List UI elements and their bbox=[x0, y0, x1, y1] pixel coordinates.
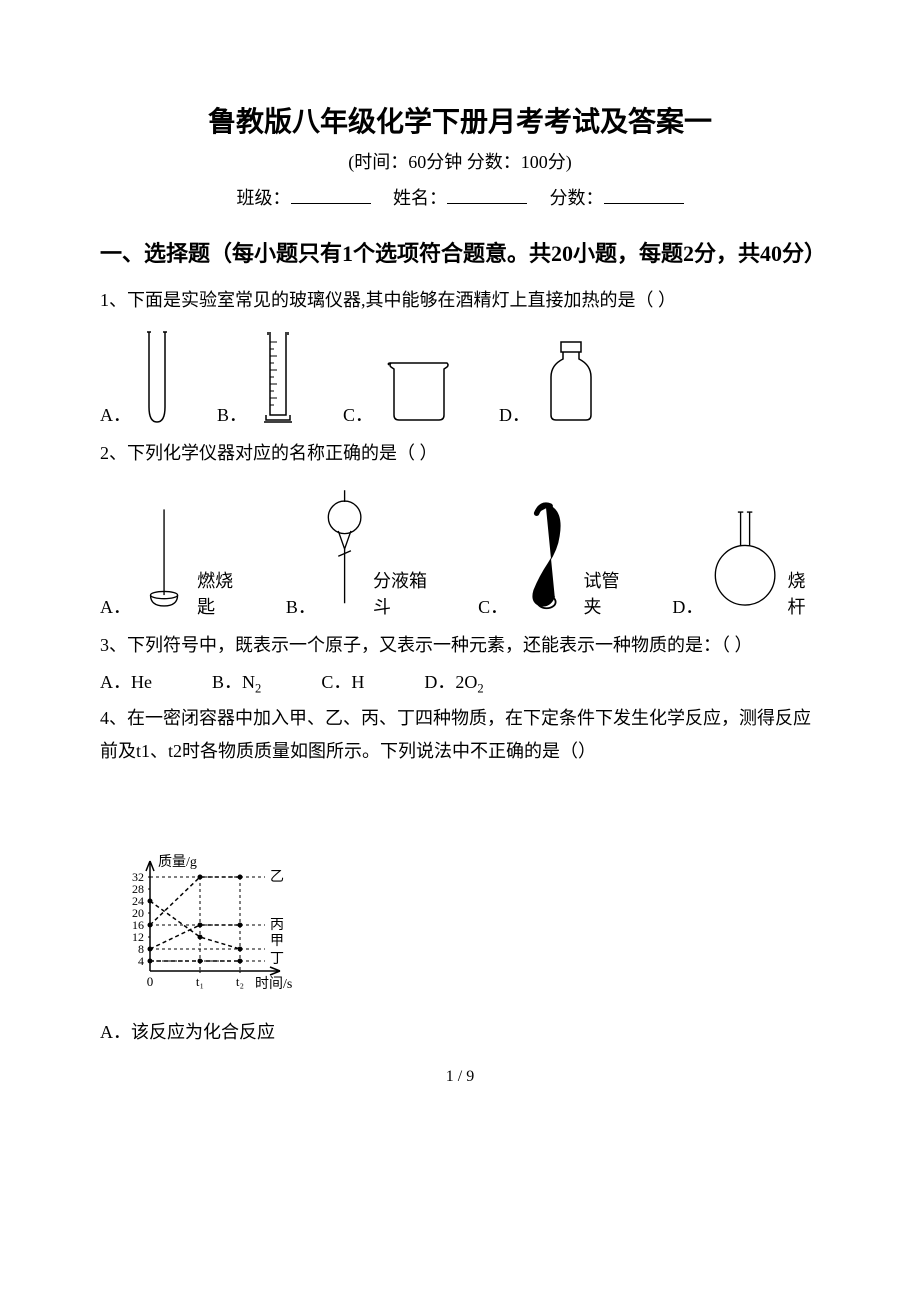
test-tube-icon bbox=[137, 327, 177, 427]
class-blank bbox=[291, 185, 371, 204]
class-label: 班级： bbox=[237, 188, 291, 208]
question-3: 3、下列符号中，既表示一个原子，又表示一种元素，还能表示一种物质的是：（ ） bbox=[100, 629, 820, 661]
svg-text:t₁: t₁ bbox=[196, 974, 204, 989]
question-3-options: A．He B．N2 C．H D．2O2 bbox=[100, 668, 820, 697]
question-1: 1、下面是实验室常见的玻璃仪器,其中能够在酒精灯上直接加热的是（ ） bbox=[100, 284, 820, 316]
graduated-cylinder-icon bbox=[253, 327, 303, 427]
q2-a-prefix: A． bbox=[100, 593, 131, 619]
chart-xlabel: 时间/s bbox=[255, 976, 292, 992]
combustion-spoon-icon bbox=[137, 499, 191, 619]
question-2-options: A． 燃烧匙 B． 分液箱斗 C． bbox=[100, 479, 820, 619]
q1-c-label: C． bbox=[343, 401, 373, 427]
question-4: 4、在一密闭容器中加入甲、乙、丙、丁四种物质，在下定条件下发生化学反应，测得反应… bbox=[100, 702, 820, 767]
q1-option-d: D． bbox=[499, 337, 606, 427]
q1-option-b: B． bbox=[217, 327, 303, 427]
q4-chart: 质量/g 时间/s 32 28 24 20 16 12 8 4 0 t₁ t₂ bbox=[100, 781, 820, 1006]
q3-option-a: A．He bbox=[100, 668, 152, 697]
q3-option-c: C．H bbox=[321, 668, 364, 697]
q2-option-d: D． 烧杆 bbox=[672, 499, 820, 619]
q1-option-c: C． bbox=[343, 357, 459, 427]
reagent-bottle-icon bbox=[536, 337, 606, 427]
chart-label-ding: 丁 bbox=[270, 952, 284, 967]
separating-funnel-icon bbox=[322, 479, 367, 619]
q2-b-prefix: B． bbox=[286, 593, 316, 619]
q2-b-label: 分液箱斗 bbox=[373, 567, 438, 619]
round-bottom-flask-icon bbox=[709, 499, 781, 619]
svg-text:4: 4 bbox=[138, 954, 144, 968]
chart-label-bing: 丙 bbox=[270, 918, 284, 933]
svg-text:t₂: t₂ bbox=[236, 974, 244, 989]
chart-label-jia: 甲 bbox=[270, 934, 284, 949]
section-1-heading: 一、选择题（每小题只有1个选项符合题意。共20小题，每题2分，共40分） bbox=[100, 230, 820, 278]
beaker-icon bbox=[379, 357, 459, 427]
q1-a-label: A． bbox=[100, 401, 131, 427]
mass-time-chart-icon: 质量/g 时间/s 32 28 24 20 16 12 8 4 0 t₁ t₂ bbox=[100, 781, 330, 1001]
q2-c-label: 试管夹 bbox=[583, 567, 632, 619]
score-label: 分数： bbox=[550, 188, 604, 208]
question-1-options: A． B． bbox=[100, 327, 820, 427]
name-label: 姓名： bbox=[393, 188, 447, 208]
q3-option-b: B．N2 bbox=[212, 668, 261, 697]
question-2: 2、下列化学仪器对应的名称正确的是（ ） bbox=[100, 437, 820, 469]
q3-option-d: D．2O2 bbox=[424, 668, 483, 697]
name-blank bbox=[447, 185, 527, 204]
q4-option-a: A．该反应为化合反应 bbox=[100, 1016, 820, 1048]
q2-option-a: A． 燃烧匙 bbox=[100, 499, 246, 619]
score-blank bbox=[604, 185, 684, 204]
q2-a-label: 燃烧匙 bbox=[197, 567, 246, 619]
svg-text:0: 0 bbox=[147, 974, 154, 989]
q1-b-label: B． bbox=[217, 401, 247, 427]
q1-option-a: A． bbox=[100, 327, 177, 427]
chart-ylabel: 质量/g bbox=[158, 854, 197, 870]
page-subtitle: (时间：60分钟 分数：100分) bbox=[100, 148, 820, 174]
q2-option-b: B． 分液箱斗 bbox=[286, 479, 438, 619]
q2-d-label: 烧杆 bbox=[788, 567, 820, 619]
q1-d-label: D． bbox=[499, 401, 530, 427]
page-title: 鲁教版八年级化学下册月考考试及答案一 bbox=[100, 100, 820, 140]
info-line: 班级： 姓名： 分数： bbox=[100, 184, 820, 210]
q2-option-c: C． 试管夹 bbox=[478, 489, 632, 619]
chart-label-yi: 乙 bbox=[270, 869, 284, 885]
q2-c-prefix: C． bbox=[478, 593, 508, 619]
page-number: 1 / 9 bbox=[100, 1068, 820, 1086]
test-tube-clamp-icon bbox=[514, 489, 577, 619]
q2-d-prefix: D． bbox=[672, 593, 703, 619]
